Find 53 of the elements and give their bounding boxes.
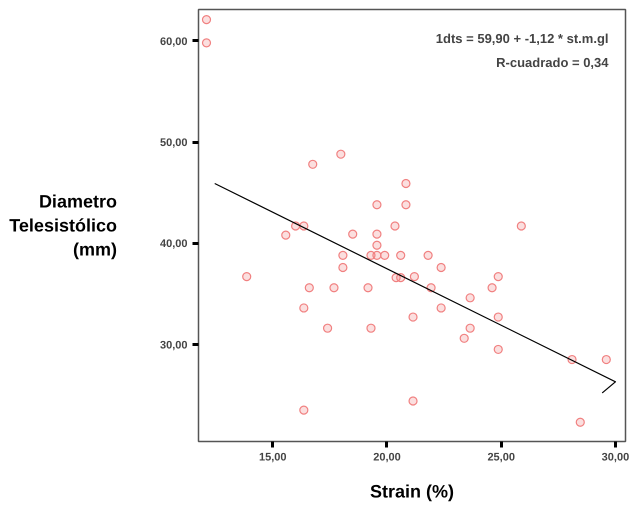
point	[401, 178, 411, 188]
point	[390, 221, 400, 231]
point	[348, 230, 358, 239]
point	[202, 15, 212, 24]
point	[372, 230, 382, 239]
point	[202, 38, 212, 48]
point	[366, 324, 376, 333]
point	[401, 200, 411, 210]
x-tick-label: 20,00	[373, 452, 401, 464]
y-tick-label: 60,00	[160, 36, 188, 48]
point	[336, 150, 346, 159]
point	[410, 272, 419, 282]
y-axis-title: Diametro Telesistólico (mm)	[9, 192, 117, 260]
point	[380, 250, 390, 260]
point	[329, 283, 339, 292]
point	[308, 160, 318, 169]
point	[602, 354, 611, 364]
point	[516, 221, 526, 231]
point	[466, 324, 475, 333]
point	[436, 262, 446, 272]
x-tick-label: 25,00	[487, 452, 515, 464]
point	[242, 272, 252, 282]
point	[299, 303, 308, 313]
point	[304, 283, 314, 292]
point	[372, 200, 382, 210]
point	[281, 230, 290, 240]
y-tick-label: 50,00	[160, 137, 188, 150]
annotation: R-cuadrado = 0,34	[496, 55, 610, 70]
point	[487, 283, 497, 292]
y-tick-label: 30,00	[160, 339, 188, 352]
point	[424, 250, 433, 260]
point	[494, 344, 503, 354]
point	[494, 312, 503, 322]
point	[436, 303, 446, 313]
point	[338, 262, 348, 272]
x-tick-label: 30,00	[602, 452, 630, 464]
point	[408, 396, 418, 406]
point	[372, 250, 382, 260]
point	[299, 406, 308, 415]
point	[494, 272, 503, 282]
point	[372, 240, 382, 250]
point	[408, 312, 418, 322]
point	[460, 334, 469, 343]
annotation: 1dts = 59,90 + -1,12 * st.m.gl	[436, 31, 608, 46]
point	[576, 418, 585, 427]
point	[338, 250, 348, 260]
y-tick-label: 40,00	[160, 238, 188, 250]
point	[466, 293, 475, 302]
point	[396, 250, 406, 260]
point	[322, 324, 332, 333]
x-axis-title: Strain (%)	[370, 482, 454, 502]
x-tick-label: 15,00	[258, 452, 287, 464]
point	[363, 283, 373, 292]
